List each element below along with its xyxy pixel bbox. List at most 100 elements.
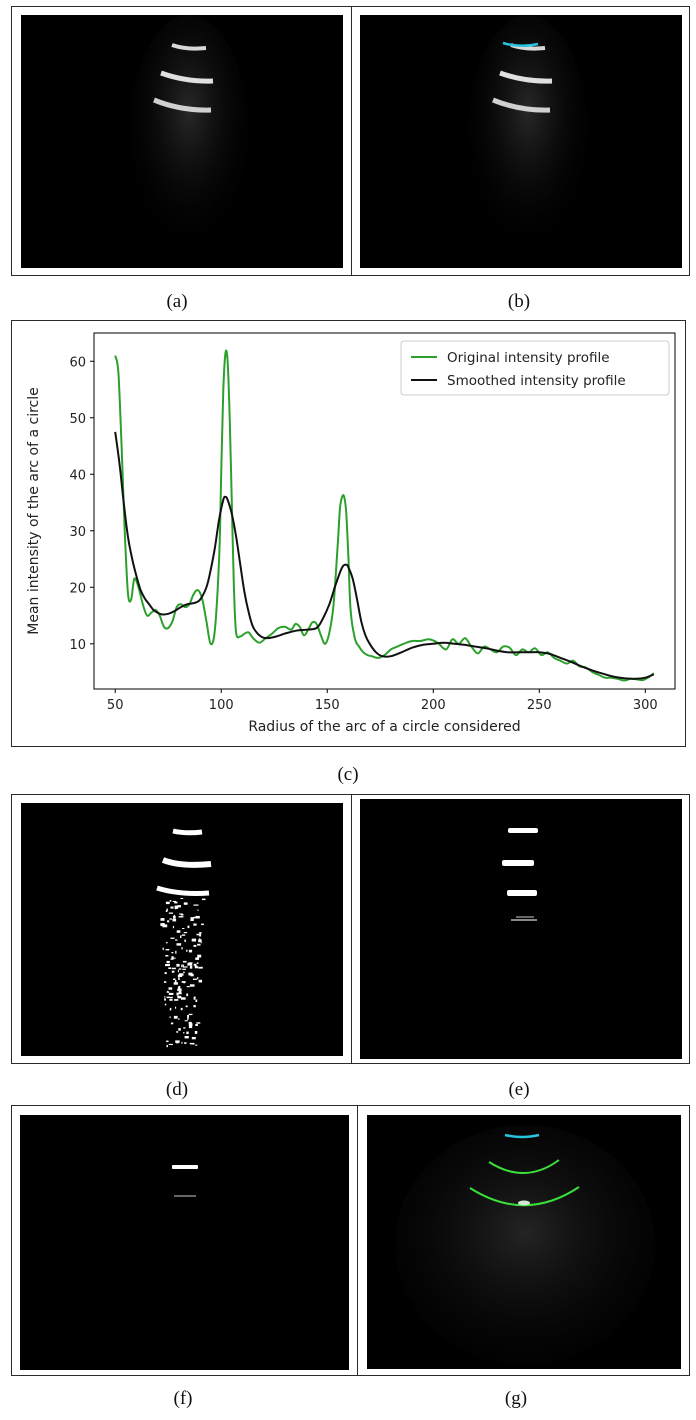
detected-arc-2: [488, 1159, 560, 1174]
speckle: [169, 1016, 171, 1018]
y-tick-label: 60: [69, 355, 86, 370]
speckle: [188, 949, 193, 953]
speckle: [183, 902, 188, 905]
y-tick-label: 50: [69, 412, 86, 427]
y-tick-label: 10: [69, 638, 86, 653]
figure-d-panel: [11, 794, 352, 1064]
segmented-speckles: [160, 898, 206, 1048]
speckle: [178, 990, 182, 993]
speckle: [172, 900, 177, 902]
speckle: [188, 1025, 193, 1029]
speckle: [199, 932, 202, 934]
speckle: [165, 901, 170, 905]
speckle: [186, 993, 189, 997]
ultrasound-image-a: [21, 15, 343, 268]
speckle: [168, 992, 174, 995]
caption-c: (c): [337, 764, 359, 785]
speckle: [165, 949, 170, 951]
speckle: [177, 969, 179, 973]
speckle: [198, 939, 202, 943]
speckle: [164, 996, 166, 998]
speckle: [183, 971, 185, 974]
speckle: [169, 998, 173, 1001]
speckle: [170, 937, 175, 939]
speckle: [169, 1007, 172, 1011]
speckle: [181, 947, 183, 950]
speckle: [171, 952, 174, 954]
speckle: [191, 938, 197, 942]
speckle: [194, 966, 199, 969]
speckle: [174, 901, 178, 904]
y-tick-label: 40: [69, 468, 86, 483]
binary-image-d: [21, 803, 343, 1056]
speckle: [171, 967, 176, 970]
x-tick-label: 250: [527, 698, 552, 713]
speckle: [186, 1031, 189, 1035]
speckle: [172, 926, 174, 929]
speckle: [177, 995, 182, 999]
faint-arc-4: [516, 916, 534, 918]
speckle: [166, 1044, 168, 1048]
speckle: [175, 950, 177, 954]
legend-label: Original intensity profile: [447, 350, 610, 366]
speckle: [178, 977, 180, 980]
caption-b: (b): [507, 291, 531, 312]
figure-g-panel: [357, 1105, 690, 1376]
bright-arc-1: [171, 43, 207, 51]
speckle: [177, 974, 183, 977]
result-image-g: [367, 1115, 681, 1369]
speckle: [172, 919, 177, 922]
speckle: [200, 942, 202, 944]
speckle: [192, 1043, 195, 1045]
speckle: [195, 1024, 198, 1026]
speckle: [196, 962, 199, 964]
x-tick-label: 150: [315, 698, 340, 713]
speckle: [195, 1044, 198, 1046]
speckle: [166, 1040, 169, 1043]
figure-e-panel: [351, 794, 690, 1064]
speckle: [189, 965, 193, 969]
speckle: [190, 973, 194, 977]
speckle: [166, 996, 170, 999]
speckle: [174, 905, 177, 909]
speckle: [178, 985, 181, 989]
bright-arc-3: [153, 97, 212, 113]
x-tick-label: 200: [421, 698, 446, 713]
speckle: [167, 990, 169, 993]
speckle: [166, 941, 168, 944]
speckle: [184, 939, 186, 942]
filtered-arc-3: [507, 890, 537, 896]
speckle: [193, 1005, 196, 1008]
speckle: [170, 906, 174, 909]
speckle: [199, 938, 201, 940]
speckle: [195, 915, 200, 919]
speckle: [192, 978, 198, 980]
speckle: [173, 916, 176, 919]
speckle: [178, 968, 182, 970]
speckle: [168, 987, 173, 990]
speckle: [177, 989, 179, 991]
speckle: [164, 981, 167, 983]
speckle: [173, 1015, 178, 1019]
x-tick-label: 100: [209, 698, 234, 713]
speckle: [181, 981, 186, 983]
caption-d: (d): [165, 1079, 189, 1100]
speckle: [188, 962, 193, 964]
figure-a-panel: [11, 6, 352, 276]
speckle: [187, 1015, 189, 1018]
speckle: [194, 1031, 198, 1034]
speckle: [176, 930, 181, 933]
speckle: [197, 954, 202, 958]
speckle: [180, 935, 182, 937]
result-g-svg: [395, 1125, 655, 1365]
speckle: [193, 963, 197, 966]
speckle: [180, 898, 184, 899]
legend-label: Smoothed intensity profile: [447, 373, 626, 389]
x-tick-label: 50: [107, 698, 124, 713]
filtered-e-svg: [502, 828, 538, 921]
figure-c-panel: 50 100 150 200 250 300 10 20 30 40 50 60 Radius of t…: [11, 320, 686, 747]
speckle: [184, 1020, 188, 1022]
speckle: [183, 1032, 185, 1034]
speckle: [186, 949, 188, 952]
ultrasound-a-svg: [129, 15, 249, 255]
